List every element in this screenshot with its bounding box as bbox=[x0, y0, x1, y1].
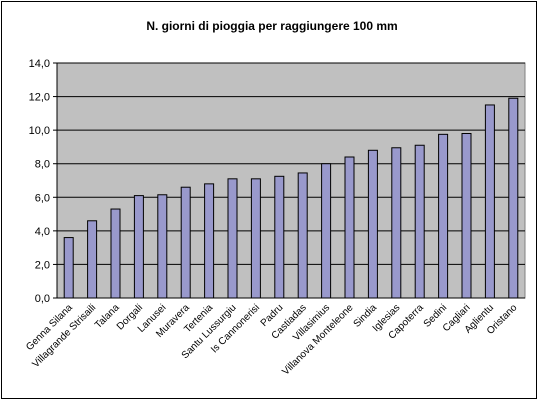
plot-area bbox=[56, 62, 526, 299]
y-axis-ticks: 0,0 2,0 4,0 6,0 8,0 10,0 12,0 14,0 bbox=[29, 58, 58, 305]
bar bbox=[414, 144, 425, 299]
y-tick-label: 6,0 bbox=[35, 192, 50, 204]
y-tick-label: 4,0 bbox=[35, 226, 50, 238]
bar bbox=[87, 220, 98, 299]
y-tick-label: 0,0 bbox=[35, 293, 50, 305]
y-tick-label: 10,0 bbox=[29, 125, 50, 137]
bar bbox=[110, 208, 121, 299]
y-tick-label: 14,0 bbox=[29, 58, 50, 70]
bar bbox=[274, 175, 285, 299]
bar bbox=[438, 133, 449, 299]
bars bbox=[57, 97, 525, 299]
y-tick-label: 12,0 bbox=[29, 92, 50, 104]
bar bbox=[180, 186, 191, 299]
bar bbox=[157, 194, 168, 299]
bar bbox=[63, 237, 74, 299]
bar bbox=[484, 104, 495, 299]
y-tick-label: 2,0 bbox=[35, 259, 50, 271]
bar bbox=[204, 183, 215, 299]
bar bbox=[250, 178, 261, 299]
chart-title: N. giorni di pioggia per raggiungere 100… bbox=[146, 19, 397, 33]
bar bbox=[461, 133, 472, 299]
y-tick-label: 8,0 bbox=[35, 159, 50, 171]
bar bbox=[321, 163, 332, 299]
bar bbox=[367, 149, 378, 299]
bar bbox=[297, 172, 308, 299]
bar bbox=[133, 195, 144, 299]
bar bbox=[344, 156, 355, 299]
bar bbox=[391, 147, 402, 299]
bar bbox=[227, 178, 238, 299]
bar bbox=[508, 97, 519, 299]
